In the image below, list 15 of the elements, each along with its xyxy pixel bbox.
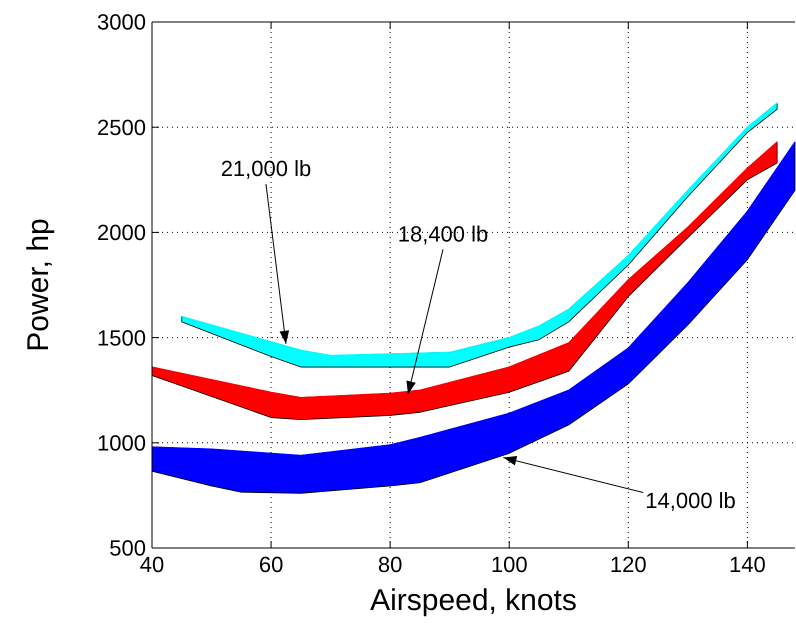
x-tick-label: 60 xyxy=(258,552,284,577)
y-tick-label: 1500 xyxy=(97,325,146,350)
x-tick-label: 120 xyxy=(610,552,647,577)
x-tick-label: 140 xyxy=(729,552,766,577)
y-axis-title: Power, hp xyxy=(22,218,55,352)
y-tick-label: 2500 xyxy=(97,114,146,140)
annotation: 18,400 lb xyxy=(398,221,488,246)
x-tick-label: 100 xyxy=(490,552,528,577)
y-tick-label: 1000 xyxy=(97,430,146,456)
x-tick-label: 80 xyxy=(378,552,402,577)
x-axis-title: Airspeed, knots xyxy=(370,584,577,617)
y-tick-label: 3000 xyxy=(97,10,146,35)
annotation: 21,000 lb xyxy=(220,156,312,181)
y-tick-label: 2000 xyxy=(97,220,146,246)
annotation: 14,000 lb xyxy=(645,488,736,514)
